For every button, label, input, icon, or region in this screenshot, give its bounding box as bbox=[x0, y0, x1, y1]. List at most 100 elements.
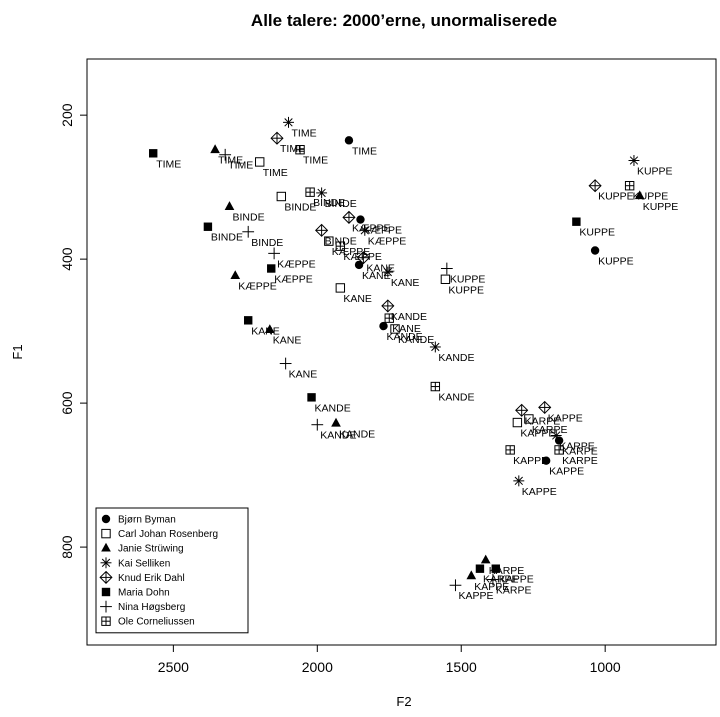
legend-marker bbox=[101, 616, 111, 626]
point-label: KANDE bbox=[315, 402, 351, 414]
point bbox=[588, 179, 602, 193]
point-label: KANDE bbox=[387, 331, 423, 343]
point bbox=[324, 236, 334, 246]
point-label: KUPPE bbox=[598, 191, 634, 203]
legend-label: Knud Erik Dahl bbox=[118, 573, 185, 584]
point bbox=[440, 274, 451, 284]
y-tick-label: 800 bbox=[59, 535, 75, 559]
point-label: KÆPPE bbox=[238, 281, 277, 293]
point bbox=[316, 187, 328, 199]
point-label: KARPE bbox=[562, 455, 598, 467]
point bbox=[279, 357, 292, 370]
point-label: KANDE bbox=[398, 334, 434, 346]
point bbox=[554, 436, 564, 445]
point bbox=[480, 554, 491, 564]
point-label: KUPPE bbox=[579, 227, 615, 239]
chart-title: Alle talere: 2000’erne, unormaliserede bbox=[251, 11, 557, 30]
marker-part bbox=[634, 190, 645, 200]
marker-part bbox=[210, 144, 220, 154]
x-tick-label: 1500 bbox=[446, 659, 477, 675]
marker-part bbox=[512, 417, 523, 428]
point-label: KUPPE bbox=[637, 166, 673, 178]
marker-part bbox=[101, 514, 111, 524]
marker-part bbox=[379, 321, 388, 331]
point bbox=[628, 155, 640, 166]
marker-part bbox=[324, 236, 334, 246]
legend-marker bbox=[100, 557, 112, 569]
point bbox=[440, 262, 453, 275]
marker-part bbox=[554, 436, 564, 445]
y-tick-label: 200 bbox=[59, 103, 75, 127]
marker-part bbox=[466, 570, 477, 580]
point bbox=[541, 456, 551, 465]
point-label: KARPE bbox=[483, 574, 519, 586]
point bbox=[466, 570, 477, 580]
point-label: KANE bbox=[391, 277, 420, 289]
point-label: KAPPE bbox=[458, 590, 493, 602]
legend-label: Maria Dohn bbox=[118, 588, 170, 599]
marker-part bbox=[267, 264, 276, 273]
point bbox=[550, 430, 562, 441]
marker-part bbox=[101, 587, 111, 597]
point-label: KARPE bbox=[562, 446, 598, 458]
point bbox=[267, 264, 276, 273]
point-label: KANDE bbox=[320, 430, 356, 442]
point-label: KAPPE bbox=[520, 428, 555, 440]
point bbox=[524, 414, 534, 424]
point bbox=[590, 246, 600, 255]
point-label: KAPPE bbox=[513, 455, 548, 467]
point bbox=[255, 157, 265, 167]
point bbox=[356, 251, 370, 265]
point bbox=[634, 190, 645, 200]
point bbox=[331, 417, 341, 427]
marker-part bbox=[354, 260, 364, 270]
point-label: KARPE bbox=[559, 441, 595, 453]
y-tick-label: 400 bbox=[59, 247, 75, 271]
point bbox=[384, 313, 394, 323]
point bbox=[276, 191, 287, 202]
marker-part bbox=[244, 316, 253, 325]
point bbox=[487, 573, 499, 586]
point-label: KANE bbox=[392, 323, 421, 335]
marker-part bbox=[480, 554, 491, 564]
x-axis-label: F2 bbox=[396, 694, 411, 709]
point bbox=[342, 210, 356, 224]
marker-part bbox=[255, 157, 265, 167]
point-label: KANE bbox=[366, 263, 395, 275]
legend-marker bbox=[99, 570, 113, 584]
point-label: KANDE bbox=[339, 428, 375, 440]
point bbox=[554, 445, 564, 455]
point bbox=[354, 260, 364, 270]
x-tick-label: 2500 bbox=[158, 659, 189, 675]
legend-label: Janie Strüwing bbox=[118, 544, 184, 555]
marker-part bbox=[514, 476, 523, 486]
legend-marker bbox=[101, 542, 111, 552]
point-label: KANDE bbox=[438, 392, 474, 404]
point-label: BINDE bbox=[211, 232, 243, 244]
point-label: KAPPE bbox=[549, 466, 584, 478]
point bbox=[335, 241, 346, 251]
legend-label: Kai Selliken bbox=[118, 558, 170, 569]
point-label: BINDE bbox=[232, 212, 264, 224]
point bbox=[264, 324, 275, 334]
marker-part bbox=[276, 191, 287, 202]
point-label: KAPPE bbox=[499, 574, 534, 586]
marker-part bbox=[284, 118, 293, 127]
point bbox=[224, 201, 235, 210]
point-label: BINDE bbox=[251, 237, 283, 249]
legend-label: Ole Corneliussen bbox=[118, 617, 195, 628]
point bbox=[283, 116, 294, 128]
point bbox=[572, 217, 581, 226]
point-label: TIME bbox=[263, 167, 288, 179]
marker-part bbox=[344, 136, 354, 145]
marker-part bbox=[203, 222, 213, 231]
point bbox=[430, 381, 441, 392]
point bbox=[505, 445, 515, 455]
point bbox=[538, 400, 552, 415]
y-axis-label: F1 bbox=[10, 344, 25, 359]
marker-part bbox=[149, 149, 158, 158]
point bbox=[305, 187, 315, 197]
marker-part bbox=[431, 342, 440, 352]
marker-part bbox=[230, 270, 241, 280]
